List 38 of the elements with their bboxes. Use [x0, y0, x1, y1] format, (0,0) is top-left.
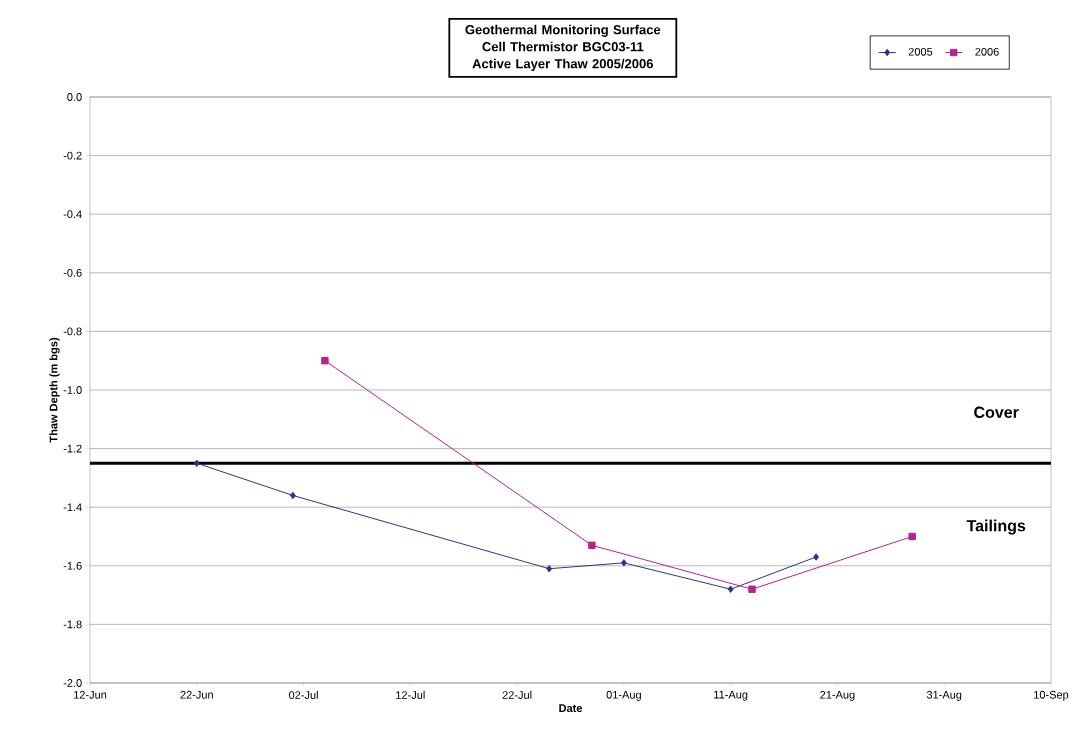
y-tick-label: -1.4: [63, 503, 82, 511]
x-tick-label: 12-Jun: [74, 690, 107, 699]
chart-title: Geothermal Monitoring Surface Cell Thermistor BGC03-11 Active Layer Thaw 2005/2006: [465, 24, 661, 71]
y-tick-label: -1.2: [63, 444, 82, 453]
y-tick-label: -1.0: [63, 386, 82, 394]
x-tick-label: 11-Aug: [714, 690, 748, 701]
y-tick-label: -0.6: [63, 268, 82, 277]
y-tick-label: -0.4: [63, 210, 82, 219]
x-tick-label: 31-Aug: [926, 690, 962, 701]
point: [546, 565, 553, 573]
point: [289, 491, 296, 500]
x-tick-label: 02-Jul: [289, 690, 318, 699]
legend-label: 2005: [908, 47, 933, 56]
x-tick-label: 22-Jul: [502, 690, 532, 699]
point: [813, 553, 819, 561]
y-tick-label: -0.8: [63, 327, 82, 336]
point: [748, 585, 756, 593]
point: [727, 585, 734, 593]
annotation: Tailings: [966, 519, 1026, 535]
x-tick-label: 10-Sep: [1034, 690, 1069, 701]
y-tick-label: -1.8: [63, 620, 82, 629]
y-tick-label: 0.0: [67, 93, 82, 101]
y-tick-label: -2.0: [63, 679, 82, 687]
x-axis-title: Date: [559, 704, 583, 713]
point: [588, 541, 596, 549]
annotation: Cover: [974, 406, 1019, 418]
point: [321, 356, 329, 365]
x-tick-label: 21-Aug: [820, 690, 855, 701]
y-axis-title: Thaw Depth (m bgs): [49, 337, 60, 443]
y-tick-label: -0.2: [63, 151, 82, 160]
point: [908, 532, 916, 541]
y-tick-label: -1.6: [63, 561, 82, 570]
x-tick-label: 22-Jun: [180, 690, 213, 699]
point: [193, 459, 200, 467]
point: [620, 559, 627, 567]
x-tick-label: 01-Aug: [606, 690, 641, 701]
x-tick-label: 12-Jul: [396, 690, 425, 699]
legend-label: 2006: [975, 47, 999, 56]
